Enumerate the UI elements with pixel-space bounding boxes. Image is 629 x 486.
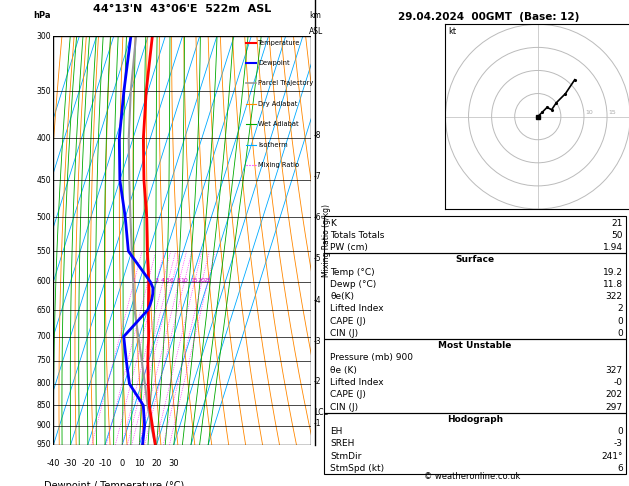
Text: SREH: SREH (330, 439, 355, 448)
Text: © weatheronline.co.uk: © weatheronline.co.uk (423, 472, 520, 481)
Text: Isotherm: Isotherm (258, 141, 287, 148)
Text: 25: 25 (204, 278, 211, 283)
Text: StmSpd (kt): StmSpd (kt) (330, 464, 384, 473)
Text: 20: 20 (152, 459, 162, 468)
Text: 30: 30 (169, 459, 179, 468)
Text: Dewp (°C): Dewp (°C) (330, 280, 377, 289)
Text: 10: 10 (586, 110, 593, 115)
Text: 6: 6 (170, 278, 174, 283)
Text: 15: 15 (608, 110, 616, 115)
Text: EH: EH (330, 427, 343, 436)
Text: Surface: Surface (455, 255, 494, 264)
Text: -4: -4 (314, 296, 321, 305)
Text: 700: 700 (36, 332, 51, 341)
Text: -6: -6 (314, 213, 321, 222)
Text: 0: 0 (617, 317, 623, 326)
Text: -2: -2 (314, 377, 321, 386)
Text: hPa: hPa (33, 11, 51, 20)
Text: K: K (330, 219, 336, 227)
Text: 50: 50 (611, 231, 623, 240)
Text: Parcel Trajectory: Parcel Trajectory (258, 80, 313, 87)
Text: Wet Adiabat: Wet Adiabat (258, 121, 299, 127)
Text: 19.2: 19.2 (603, 268, 623, 277)
Text: Hodograph: Hodograph (447, 415, 503, 424)
Text: LCL: LCL (314, 408, 328, 417)
Text: 297: 297 (606, 402, 623, 412)
Text: -20: -20 (81, 459, 94, 468)
Text: Dry Adiabat: Dry Adiabat (258, 101, 298, 107)
Text: -40: -40 (47, 459, 60, 468)
Text: 950: 950 (36, 440, 51, 449)
Text: 650: 650 (36, 306, 51, 315)
Text: -5: -5 (314, 254, 321, 263)
Text: 800: 800 (36, 380, 51, 388)
Text: Dewpoint / Temperature (°C): Dewpoint / Temperature (°C) (43, 482, 184, 486)
Text: CIN (J): CIN (J) (330, 402, 359, 412)
Text: 400: 400 (36, 134, 51, 143)
Text: -30: -30 (64, 459, 77, 468)
Text: Temperature: Temperature (258, 39, 301, 46)
Text: 322: 322 (606, 292, 623, 301)
Text: 6: 6 (617, 464, 623, 473)
Text: CAPE (J): CAPE (J) (330, 317, 366, 326)
Text: 0: 0 (617, 427, 623, 436)
Text: 1: 1 (131, 278, 136, 283)
Text: StmDir: StmDir (330, 451, 362, 461)
Text: 1.94: 1.94 (603, 243, 623, 252)
Text: 21: 21 (611, 219, 623, 227)
Text: 850: 850 (36, 401, 51, 410)
Text: Temp (°C): Temp (°C) (330, 268, 375, 277)
Text: -7: -7 (314, 173, 321, 181)
Text: 550: 550 (36, 246, 51, 256)
Text: -3: -3 (314, 337, 321, 346)
Text: 327: 327 (606, 365, 623, 375)
Text: Mixing Ratio: Mixing Ratio (258, 162, 299, 168)
Text: km: km (309, 11, 321, 20)
Text: θe(K): θe(K) (330, 292, 354, 301)
Text: PW (cm): PW (cm) (330, 243, 368, 252)
Text: 10: 10 (180, 278, 188, 283)
Text: 0: 0 (617, 329, 623, 338)
Text: Dewpoint: Dewpoint (258, 60, 290, 66)
Text: CAPE (J): CAPE (J) (330, 390, 366, 399)
Text: ASL: ASL (309, 27, 323, 36)
Text: Lifted Index: Lifted Index (330, 304, 384, 313)
Text: 4: 4 (160, 278, 165, 283)
Text: -1: -1 (314, 419, 321, 429)
Text: 44°13'N  43°06'E  522m  ASL: 44°13'N 43°06'E 522m ASL (93, 4, 272, 14)
Text: 3: 3 (154, 278, 159, 283)
Text: 5: 5 (165, 278, 170, 283)
Text: 900: 900 (36, 421, 51, 430)
Text: 2: 2 (617, 304, 623, 313)
Text: Mixing Ratio (g/kg): Mixing Ratio (g/kg) (322, 204, 331, 277)
Text: -8: -8 (314, 131, 321, 140)
Text: 2: 2 (146, 278, 150, 283)
Text: 11.8: 11.8 (603, 280, 623, 289)
Text: Pressure (mb) 900: Pressure (mb) 900 (330, 353, 413, 363)
Text: 29.04.2024  00GMT  (Base: 12): 29.04.2024 00GMT (Base: 12) (398, 12, 579, 22)
Text: -10: -10 (98, 459, 112, 468)
Text: 450: 450 (36, 175, 51, 185)
Text: 0: 0 (120, 459, 125, 468)
Text: -3: -3 (614, 439, 623, 448)
Text: 202: 202 (606, 390, 623, 399)
Text: kt: kt (448, 27, 456, 35)
Text: 750: 750 (36, 356, 51, 365)
Text: 15: 15 (191, 278, 198, 283)
Text: Totals Totals: Totals Totals (330, 231, 384, 240)
Text: -0: -0 (614, 378, 623, 387)
Text: 350: 350 (36, 87, 51, 96)
Text: 300: 300 (36, 32, 51, 41)
Text: 600: 600 (36, 278, 51, 286)
Text: 20: 20 (198, 278, 206, 283)
Text: θe (K): θe (K) (330, 365, 357, 375)
Text: Most Unstable: Most Unstable (438, 341, 511, 350)
Text: 8: 8 (177, 278, 181, 283)
Text: 10: 10 (134, 459, 145, 468)
Text: Lifted Index: Lifted Index (330, 378, 384, 387)
Text: CIN (J): CIN (J) (330, 329, 359, 338)
Text: 500: 500 (36, 213, 51, 222)
Text: 241°: 241° (601, 451, 623, 461)
